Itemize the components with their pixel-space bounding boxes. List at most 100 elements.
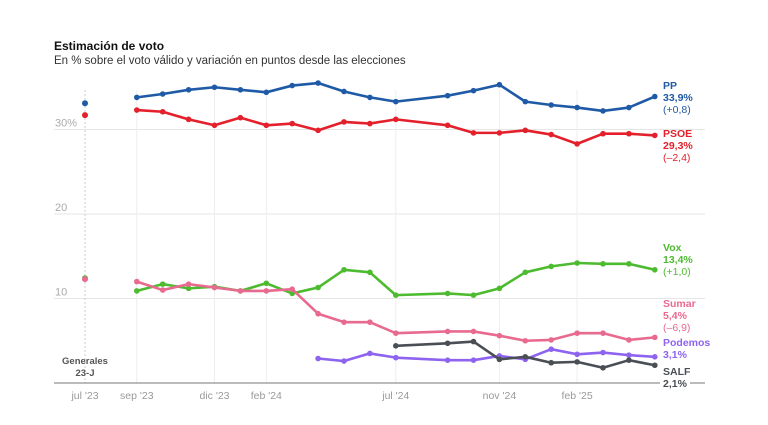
data-point-podemos: [652, 354, 658, 360]
data-point-psoe: [496, 130, 503, 136]
series-latest-value: 13,4%: [663, 254, 693, 266]
x-tick-label: jul '23: [70, 390, 98, 402]
data-point-podemos: [315, 355, 321, 362]
y-tick-label: 20: [55, 202, 67, 214]
series-label-vox: Vox 13,4% (+1,0): [663, 242, 693, 278]
data-point-vox: [548, 263, 554, 270]
series-label-psoe: PSOE 29,3% (–2,4): [663, 128, 693, 164]
data-point-vox: [315, 284, 321, 291]
data-point-podemos: [393, 354, 399, 361]
data-point-salf: [626, 357, 632, 363]
data-point-sumar: [237, 288, 244, 294]
series-line-pp: [136, 81, 656, 113]
data-point-pp: [574, 104, 580, 111]
data-point-salf: [600, 364, 606, 371]
data-point-sumar: [600, 330, 606, 336]
data-point-podemos: [600, 349, 606, 356]
x-tick-label: jul '24: [381, 390, 409, 402]
data-point-sumar: [211, 284, 218, 291]
data-point-pp: [185, 86, 192, 93]
data-point-sumar: [522, 337, 529, 344]
data-point-sumar: [134, 278, 140, 285]
data-point-pp: [626, 104, 632, 111]
series-label-salf: SALF 2,1%: [663, 366, 690, 390]
data-point-vox: [600, 261, 606, 267]
data-point-psoe: [211, 122, 218, 129]
data-point-sumar: [548, 337, 554, 343]
series-name: Podemos: [663, 337, 711, 349]
x-tick-label: feb '25: [561, 390, 592, 402]
series-line-psoe: [136, 108, 655, 146]
y-tick-label: 10: [55, 287, 67, 299]
data-point-salf: [522, 354, 529, 360]
data-point-pp: [134, 94, 140, 101]
data-point-vox: [367, 269, 373, 276]
data-point-vox: [341, 266, 347, 273]
series-line-sumar: [136, 280, 655, 343]
data-point-salf: [496, 356, 503, 363]
data-point-pp: [548, 102, 554, 108]
data-point-salf: [548, 359, 554, 366]
data-point-salf: [652, 362, 658, 369]
data-point-pp: [470, 87, 477, 94]
data-point-vox: [522, 269, 529, 276]
series-latest-value: 33,9%: [663, 92, 693, 104]
election-label: 23-J: [75, 368, 94, 379]
data-point-psoe: [393, 116, 399, 123]
data-point-psoe: [367, 120, 373, 127]
data-point-vox: [470, 292, 477, 298]
election-point-sumar: [82, 276, 88, 283]
data-point-salf: [444, 340, 451, 347]
data-point-psoe: [341, 119, 347, 125]
series-change: (+0,8): [663, 104, 691, 116]
x-tick-label: sep '23: [120, 390, 154, 402]
data-point-vox: [626, 261, 632, 267]
data-point-pp: [600, 108, 606, 114]
data-point-pp: [444, 92, 451, 99]
data-point-podemos: [444, 357, 451, 363]
data-point-sumar: [159, 287, 166, 293]
series-latest-value: 2,1%: [663, 378, 687, 390]
data-point-pp: [159, 91, 166, 97]
data-point-psoe: [522, 127, 529, 134]
data-point-vox: [134, 288, 140, 294]
data-point-psoe: [626, 130, 632, 137]
data-point-vox: [574, 260, 580, 266]
data-point-sumar: [470, 328, 477, 335]
data-point-sumar: [341, 319, 347, 325]
series-latest-value: 3,1%: [663, 349, 687, 361]
x-tick-label: feb '24: [251, 390, 282, 402]
data-point-psoe: [600, 130, 606, 137]
data-point-pp: [393, 98, 399, 105]
data-point-vox: [263, 280, 270, 287]
data-point-vox: [185, 285, 192, 292]
data-point-pp: [341, 88, 347, 95]
data-point-vox: [496, 285, 503, 292]
election-label: Generales: [62, 356, 108, 367]
series-label-pp: PP 33,9% (+0,8): [663, 80, 693, 116]
data-point-pp: [263, 89, 270, 96]
data-point-salf: [574, 359, 580, 365]
data-point-psoe: [574, 141, 580, 147]
series-label-sumar: Sumar 5,4% (–6,9): [663, 298, 696, 334]
data-point-sumar: [315, 310, 321, 317]
data-point-pp: [211, 84, 218, 91]
data-point-vox: [393, 292, 399, 298]
data-point-psoe: [652, 132, 658, 139]
data-point-podemos: [574, 351, 580, 358]
data-point-vox: [652, 266, 658, 273]
data-point-salf: [393, 343, 399, 349]
data-point-psoe: [159, 108, 166, 115]
data-point-sumar: [626, 337, 632, 343]
data-point-psoe: [237, 114, 244, 121]
series-name: PSOE: [663, 128, 693, 140]
data-point-sumar: [444, 328, 451, 335]
series-latest-value: 29,3%: [663, 140, 693, 152]
data-point-pp: [237, 86, 244, 93]
data-point-pp: [367, 94, 373, 101]
series-change: (+1,0): [663, 266, 691, 278]
series-name: Sumar: [663, 298, 696, 310]
data-point-pp: [496, 81, 503, 88]
chart-title: Estimación de voto: [54, 39, 165, 53]
data-point-pp: [315, 80, 321, 86]
